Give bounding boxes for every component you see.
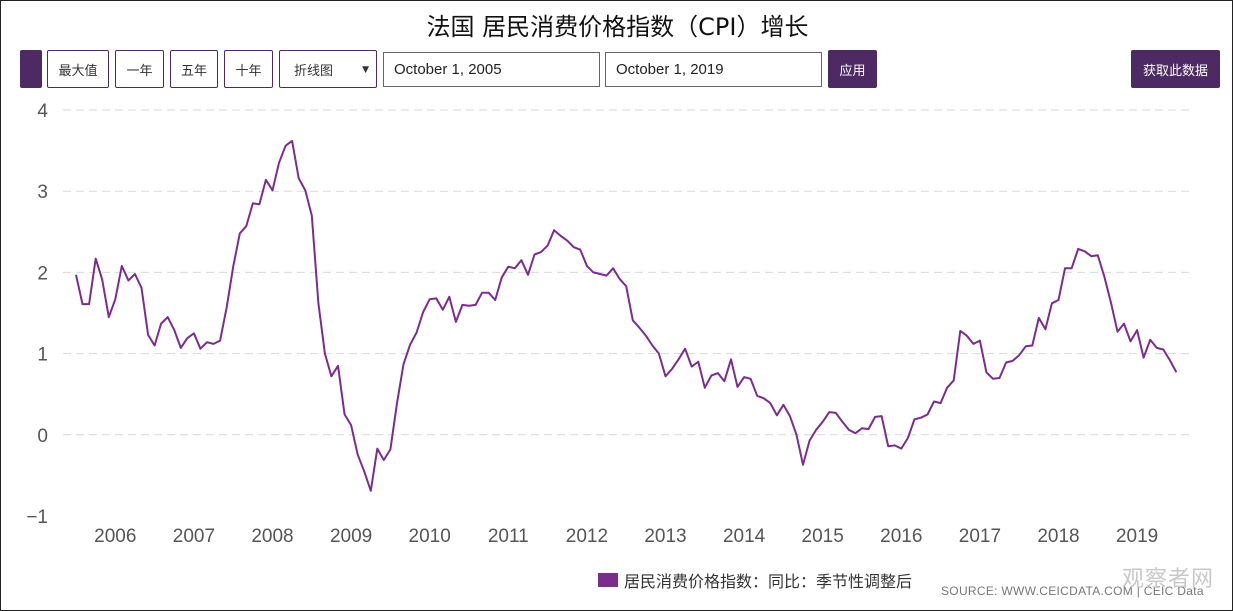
x-tick-label: 2015 — [802, 526, 844, 547]
x-tick-label: 2006 — [94, 526, 136, 547]
x-tick-label: 2014 — [723, 526, 766, 547]
series-line — [75, 139, 1178, 492]
download-data-button[interactable]: 获取此数据 — [1131, 50, 1220, 88]
y-tick-label: 0 — [37, 426, 48, 447]
y-tick-label: 2 — [37, 263, 48, 284]
y-tick-label: 3 — [37, 182, 48, 203]
x-tick-label: 2008 — [251, 526, 293, 547]
range-5y-button[interactable]: 五年 — [170, 50, 218, 88]
dropdown-arrow-icon: ▼ — [362, 65, 369, 75]
x-tick-label: 2013 — [644, 526, 686, 547]
x-tick-label: 2016 — [880, 526, 922, 547]
y-tick-label: 4 — [37, 101, 48, 122]
chart-type-select[interactable]: 折线图 ▼ — [279, 50, 377, 88]
chart-type-value: 折线图 — [294, 63, 334, 79]
end-date-input[interactable]: October 1, 2019 — [605, 52, 822, 87]
range-max-button[interactable]: 最大值 — [47, 50, 109, 88]
page-title: 法国 居民消费价格指数（CPI）增长 — [426, 13, 809, 41]
legend-label: 居民消费价格指数：同比：季节性调整后 — [624, 572, 913, 591]
x-tick-label: 2007 — [173, 526, 215, 547]
x-tick-label: 2010 — [409, 526, 451, 547]
apply-button[interactable]: 应用 — [828, 50, 877, 88]
start-date-input[interactable]: October 1, 2005 — [383, 52, 600, 87]
range-10y-button[interactable]: 十年 — [224, 50, 273, 88]
source-credit: SOURCE: WWW.CEICDATA.COM | CEIC Data — [941, 584, 1204, 598]
x-tick-label: 2012 — [566, 526, 608, 547]
watermark: 观察者网 — [1122, 567, 1215, 592]
x-tick-label: 2011 — [488, 526, 529, 547]
y-tick-label: 1 — [37, 345, 48, 366]
x-tick-label: 2019 — [1116, 526, 1158, 547]
y-tick-label: −1 — [26, 507, 48, 528]
legend-swatch — [598, 573, 618, 587]
legend[interactable]: 居民消费价格指数：同比：季节性调整后 — [598, 568, 912, 592]
menu-toggle-button[interactable] — [20, 50, 42, 88]
range-1y-button[interactable]: 一年 — [115, 50, 164, 88]
x-tick-label: 2018 — [1037, 526, 1079, 547]
x-tick-label: 2009 — [330, 526, 372, 547]
x-tick-label: 2017 — [959, 526, 1001, 547]
